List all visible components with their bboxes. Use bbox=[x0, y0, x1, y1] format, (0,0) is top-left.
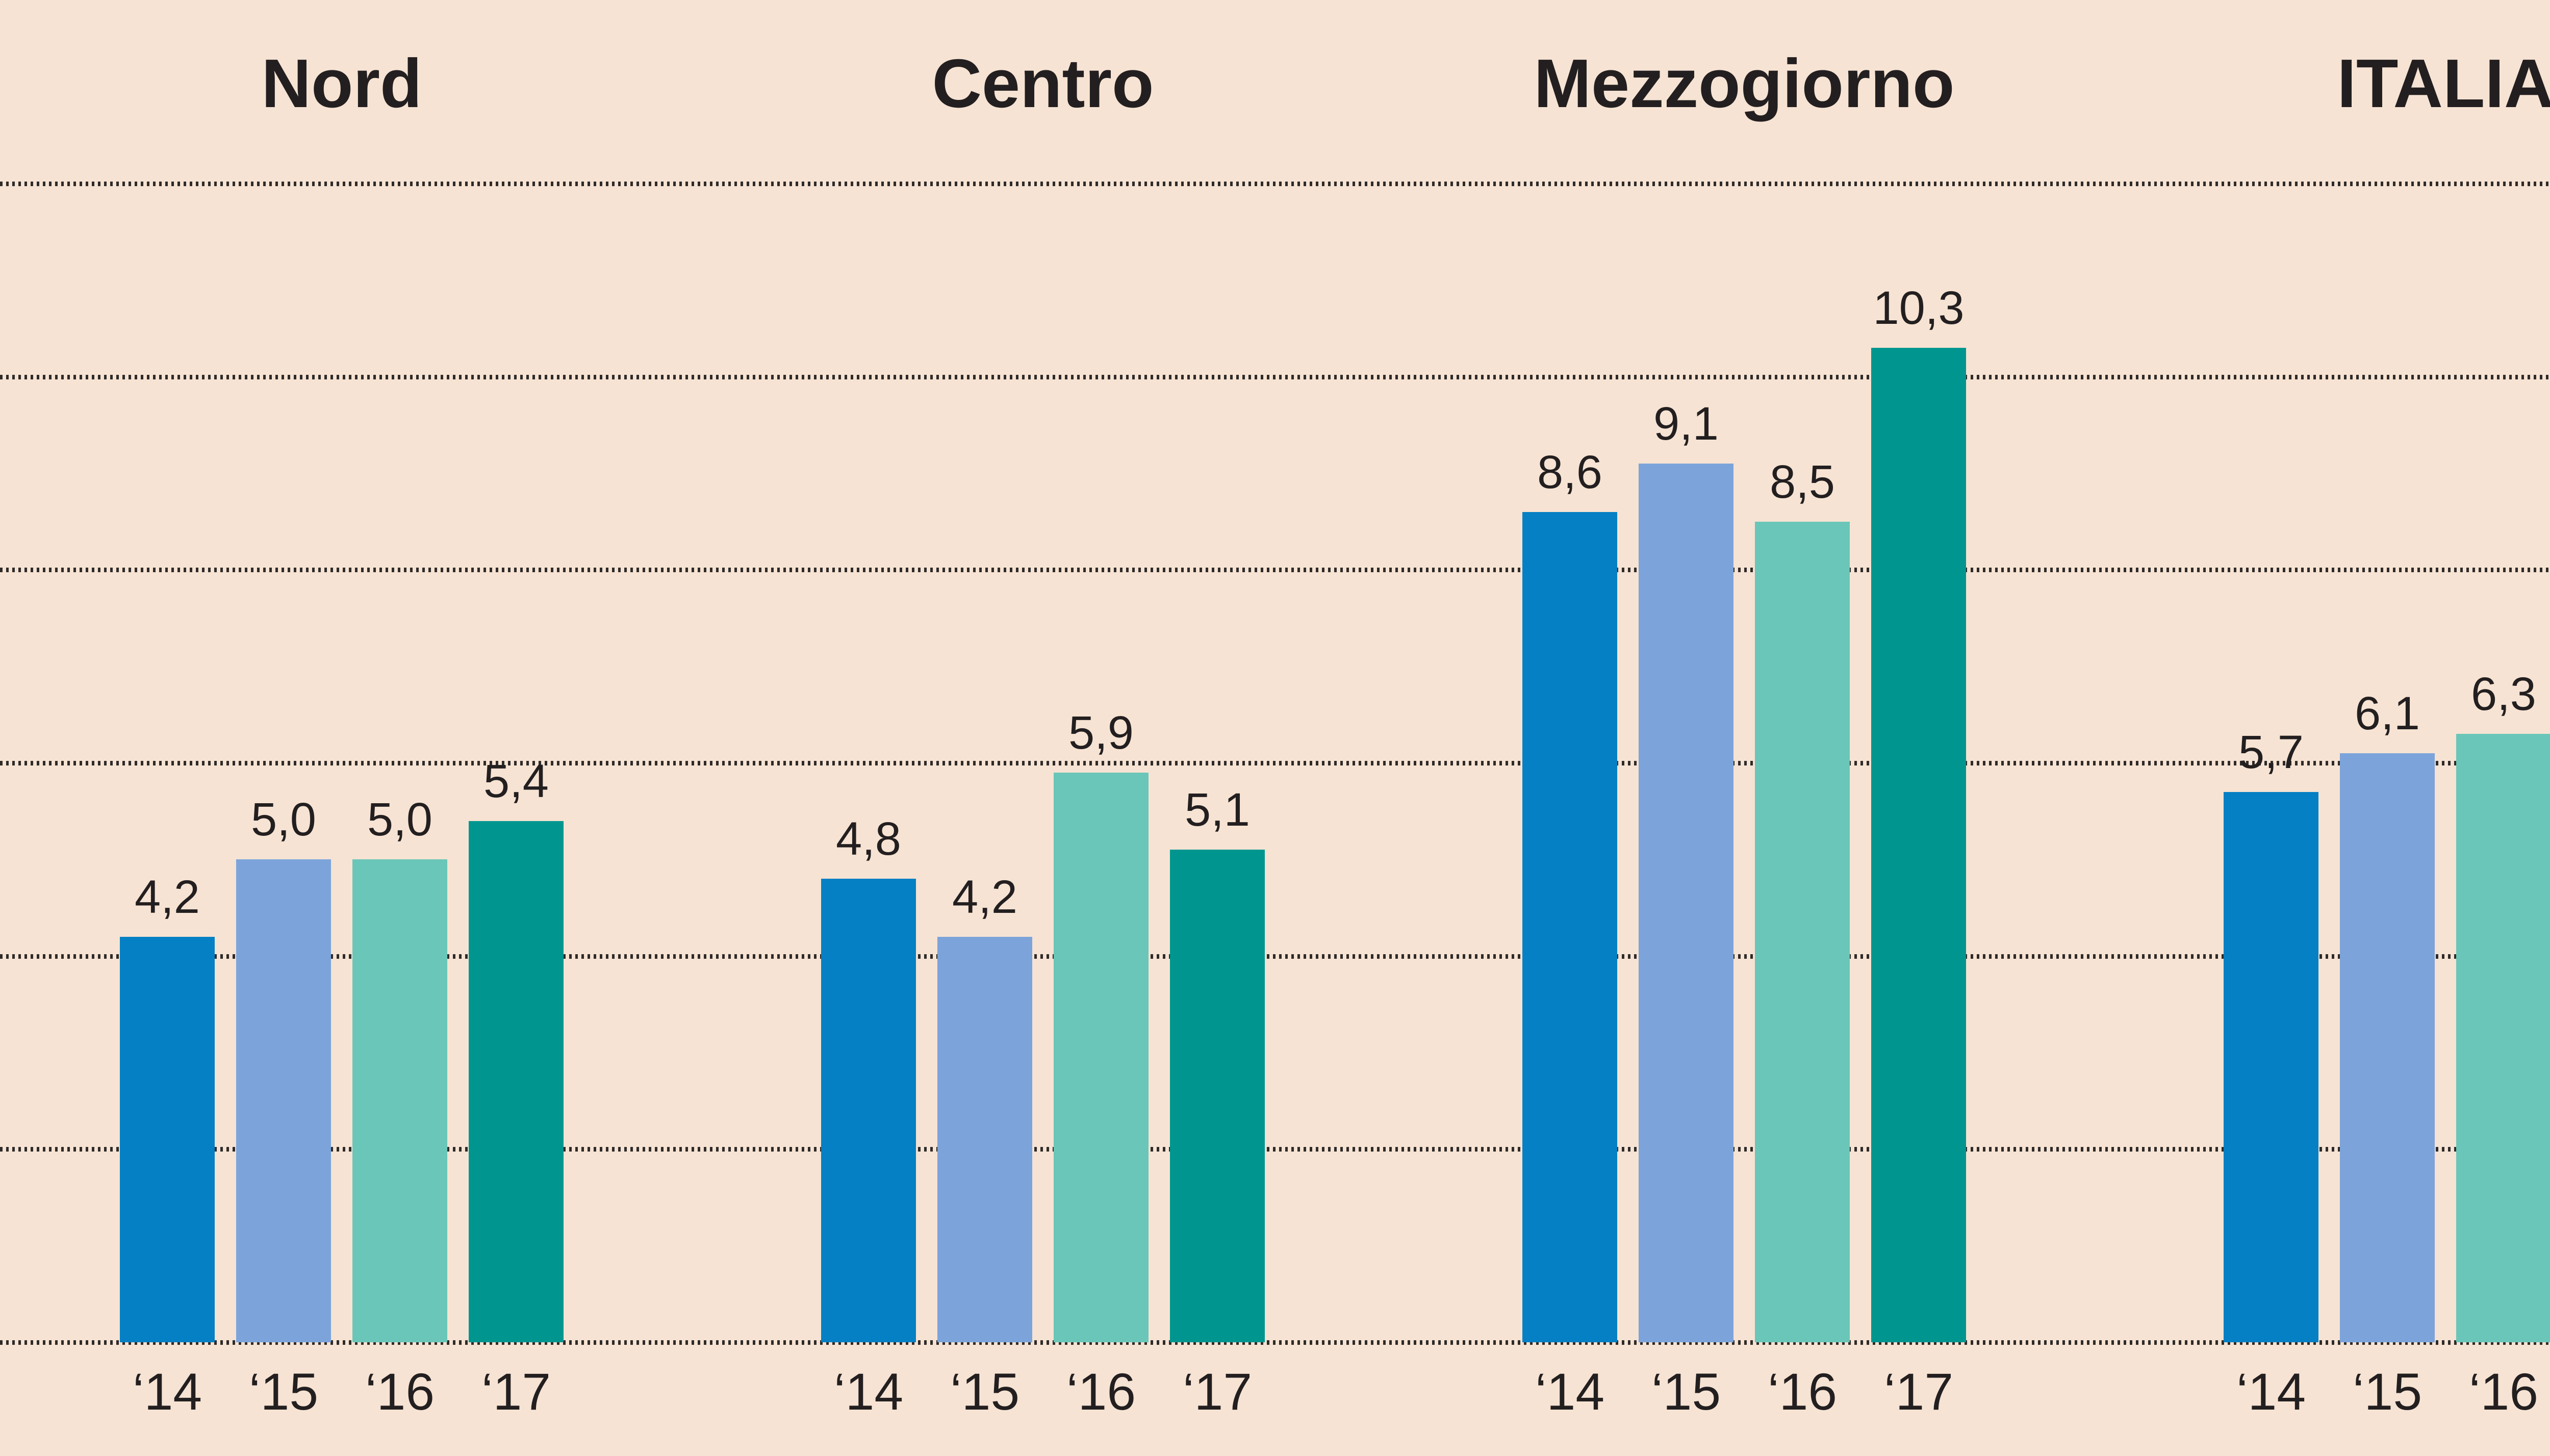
bar-value-label: 5,1 bbox=[1185, 784, 1250, 836]
bar-column: 4,8 ‘14 bbox=[821, 184, 916, 1418]
bar-value-label: 6,3 bbox=[2471, 668, 2536, 721]
x-axis-label: ‘15 bbox=[248, 1363, 319, 1421]
bar bbox=[2224, 791, 2318, 1342]
bar-value-label: 8,5 bbox=[1770, 455, 1835, 508]
bar bbox=[1871, 347, 1966, 1342]
bar-value-label: 5,7 bbox=[2238, 726, 2304, 778]
bar bbox=[120, 936, 215, 1342]
group-title: ITALIA bbox=[2337, 45, 2550, 122]
bar-column: 8,6 ‘14 bbox=[1522, 184, 1617, 1418]
bar-row: 4,2 ‘14 5,0 ‘15 5,0 ‘16 5,4 ‘17 bbox=[120, 184, 564, 1418]
x-axis-label: ‘15 bbox=[1651, 1363, 1721, 1421]
bar bbox=[469, 821, 564, 1342]
bar-column: 6,1 ‘15 bbox=[2340, 184, 2435, 1418]
bar-row: 5,7‘146,1‘156,3‘166,9‘17 bbox=[2224, 184, 2550, 1418]
chart-group: Nord 4,2 ‘14 5,0 ‘15 5,0 ‘16 5,4 ‘17 bbox=[120, 0, 564, 1456]
bar-column: 5,0 ‘16 bbox=[352, 184, 447, 1418]
bar-value-label: 5,9 bbox=[1068, 706, 1134, 759]
x-axis-label: ‘14 bbox=[1535, 1363, 1605, 1421]
bar-column: 10,3 ‘17 bbox=[1871, 184, 1966, 1418]
bar-column: 5,9 ‘16 bbox=[1054, 184, 1149, 1418]
bar-value-label: 5,0 bbox=[251, 794, 316, 846]
bar-value-label: 9,1 bbox=[1653, 398, 1719, 450]
x-axis-label: ‘17 bbox=[1883, 1363, 1954, 1421]
bar-row: 8,6 ‘14 9,1 ‘15 8,5 ‘16 10,3 ‘17 bbox=[1522, 184, 1966, 1418]
x-axis-label: ‘14 bbox=[132, 1363, 202, 1421]
bar bbox=[2340, 753, 2435, 1342]
bar-column: 8,5 ‘16 bbox=[1755, 184, 1850, 1418]
gridline bbox=[0, 761, 2550, 765]
bar-value-label: 5,0 bbox=[367, 794, 432, 846]
bar-value-label: 4,2 bbox=[952, 871, 1017, 923]
bar-column: 4,2 ‘15 bbox=[937, 184, 1032, 1418]
gridline bbox=[0, 1147, 2550, 1152]
chart-group: Mezzogiorno 8,6 ‘14 9,1 ‘15 8,5 ‘16 10,3 ‘17 bbox=[1522, 0, 1966, 1456]
bar bbox=[1639, 464, 1733, 1342]
gridline bbox=[0, 374, 2550, 379]
bar bbox=[352, 859, 447, 1342]
bar-value-label: 4,8 bbox=[836, 813, 901, 865]
bar-value-label: 5,4 bbox=[483, 755, 549, 807]
bar bbox=[937, 936, 1032, 1342]
bar bbox=[2456, 734, 2550, 1342]
x-axis-label: ‘16 bbox=[2468, 1363, 2539, 1421]
group-title: Nord bbox=[261, 45, 422, 122]
bar-row: 4,8 ‘14 4,2 ‘15 5,9 ‘16 5,1 ‘17 bbox=[821, 184, 1265, 1418]
bar-column: 4,2 ‘14 bbox=[120, 184, 215, 1418]
bar-column: 9,1 ‘15 bbox=[1639, 184, 1733, 1418]
x-axis-label: ‘16 bbox=[1066, 1363, 1136, 1421]
x-axis-label: ‘17 bbox=[1182, 1363, 1253, 1421]
gridline bbox=[0, 1340, 2550, 1345]
group-title: Centro bbox=[932, 45, 1154, 122]
gridline bbox=[0, 182, 2550, 186]
bar-column: 5,4 ‘17 bbox=[469, 184, 564, 1418]
x-axis-label: ‘17 bbox=[481, 1363, 551, 1421]
x-axis-label: ‘16 bbox=[1767, 1363, 1838, 1421]
x-axis-label: ‘15 bbox=[950, 1363, 1020, 1421]
bar bbox=[236, 859, 331, 1342]
group-title: Mezzogiorno bbox=[1534, 45, 1955, 122]
bar-column: 5,0 ‘15 bbox=[236, 184, 331, 1418]
bar bbox=[1054, 772, 1149, 1342]
bar-value-label: 8,6 bbox=[1537, 446, 1602, 498]
bar bbox=[1170, 850, 1265, 1342]
bar bbox=[821, 879, 916, 1342]
x-axis-label: ‘14 bbox=[833, 1363, 904, 1421]
bar-column: 6,3 ‘16 bbox=[2456, 184, 2550, 1418]
chart-group: Centro 4,8 ‘14 4,2 ‘15 5,9 ‘16 5,1 ‘17 bbox=[821, 0, 1265, 1456]
x-axis-label: ‘16 bbox=[365, 1363, 435, 1421]
bar-value-label: 6,1 bbox=[2355, 687, 2420, 740]
bar bbox=[1522, 512, 1617, 1342]
x-axis-label: ‘14 bbox=[2236, 1363, 2306, 1421]
bar-column: 5,1 ‘17 bbox=[1170, 184, 1265, 1418]
bar-value-label: 4,2 bbox=[135, 871, 200, 923]
bar bbox=[1755, 521, 1850, 1342]
gridline bbox=[0, 954, 2550, 959]
x-axis-label: ‘15 bbox=[2352, 1363, 2422, 1421]
bar-column: 5,7 ‘14 bbox=[2224, 184, 2318, 1418]
gridline bbox=[0, 568, 2550, 573]
bar-value-label: 10,3 bbox=[1873, 282, 1965, 334]
